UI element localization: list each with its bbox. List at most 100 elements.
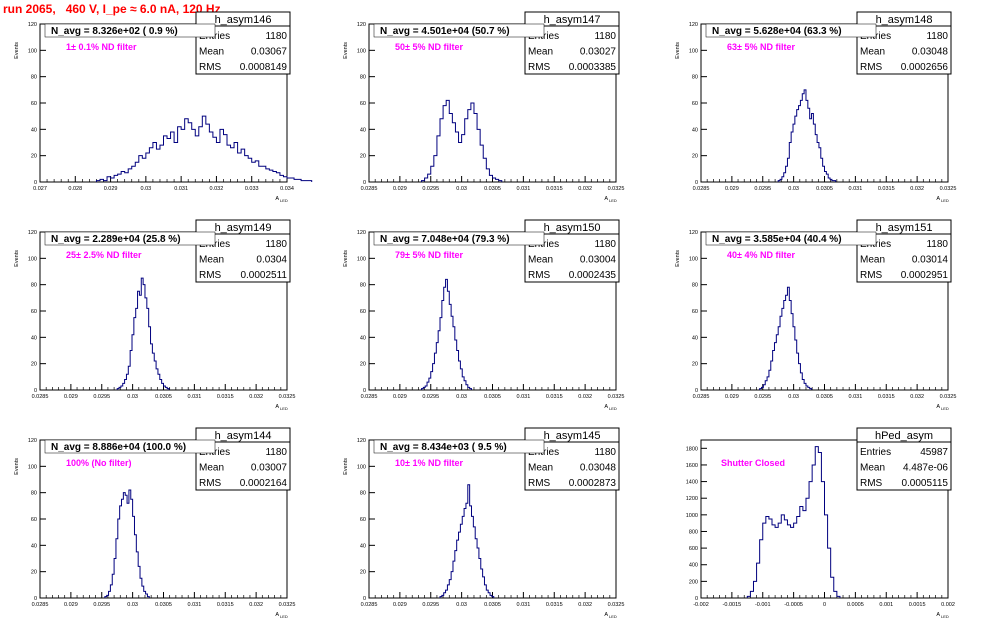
x-tick-label: 0.032 bbox=[578, 394, 592, 400]
x-axis-title-subscript: LED bbox=[280, 614, 288, 619]
y-tick-label: 0 bbox=[34, 180, 37, 186]
x-tick-label: 0.0005 bbox=[847, 602, 864, 608]
x-tick-label: 0.0325 bbox=[608, 394, 625, 400]
histogram-panel: 0 200 400 600 800 1000 1200 1400 1600 1800 -0.002 -… bbox=[686, 427, 955, 619]
title-box bbox=[373, 23, 545, 38]
stats-label: Mean bbox=[860, 255, 885, 266]
y-tick-label: 40 bbox=[31, 543, 37, 549]
histogram-line bbox=[420, 99, 503, 182]
stats-label: Entries bbox=[860, 447, 891, 458]
stats-title: h_asym145 bbox=[544, 430, 601, 442]
x-tick-label: 0.029 bbox=[104, 186, 118, 192]
y-tick-label: 120 bbox=[28, 438, 37, 444]
x-tick-label: 0.0325 bbox=[940, 186, 957, 192]
x-tick-label: 0.0325 bbox=[608, 602, 625, 608]
y-tick-label: 1200 bbox=[686, 496, 698, 502]
stats-label: Mean bbox=[860, 463, 885, 474]
x-axis-title-subscript: LED bbox=[280, 406, 288, 411]
x-tick-label: 0.0305 bbox=[484, 186, 501, 192]
title-box bbox=[44, 231, 216, 246]
x-tick-label: 0.031 bbox=[174, 186, 188, 192]
filter-annotation: 40± 4% ND filter bbox=[727, 250, 795, 260]
y-tick-label: 0 bbox=[363, 596, 366, 602]
y-tick-label: 80 bbox=[692, 283, 698, 289]
stats-label: RMS bbox=[199, 62, 222, 73]
stats-value: 0.03048 bbox=[912, 47, 949, 58]
stats-value: 1180 bbox=[594, 447, 616, 458]
x-tick-label: 0.031 bbox=[848, 394, 862, 400]
x-tick-label: 0.0295 bbox=[422, 186, 439, 192]
y-tick-label: 80 bbox=[31, 491, 37, 497]
stats-value: 0.0002435 bbox=[569, 270, 617, 281]
y-tick-label: 0 bbox=[34, 596, 37, 602]
x-axis-title-subscript: LED bbox=[280, 198, 288, 203]
y-tick-label: 120 bbox=[689, 22, 698, 28]
x-tick-label: 0.002 bbox=[941, 602, 955, 608]
y-tick-label: 80 bbox=[31, 283, 37, 289]
panel-title: N_avg = 8.886e+04 (100.0 %) bbox=[51, 442, 186, 453]
stats-value: 0.0008149 bbox=[240, 62, 288, 73]
stats-box bbox=[524, 11, 620, 75]
x-tick-label: 0 bbox=[823, 602, 826, 608]
panel-title: N_avg = 7.048e+04 (79.3 %) bbox=[380, 234, 510, 245]
x-tick-label: 0.0015 bbox=[909, 602, 926, 608]
x-tick-label: 0.0285 bbox=[361, 394, 378, 400]
x-tick-label: 0.001 bbox=[879, 602, 893, 608]
stats-value: 1180 bbox=[265, 239, 287, 250]
stats-value: 1180 bbox=[926, 31, 948, 42]
filter-annotation: 63± 5% ND filter bbox=[727, 42, 795, 52]
y-axis-title: Events bbox=[343, 250, 349, 267]
panel-title: N_avg = 5.628e+04 (63.3 %) bbox=[712, 26, 842, 37]
y-tick-label: 80 bbox=[360, 491, 366, 497]
stats-value: 0.03067 bbox=[251, 47, 288, 58]
x-tick-label: 0.031 bbox=[516, 602, 530, 608]
y-tick-label: 20 bbox=[360, 362, 366, 368]
histogram-line bbox=[746, 446, 841, 598]
y-tick-label: 100 bbox=[357, 48, 366, 54]
histogram-line bbox=[439, 484, 495, 598]
y-tick-label: 120 bbox=[689, 230, 698, 236]
x-tick-label: 0.029 bbox=[393, 602, 407, 608]
x-tick-label: 0.0285 bbox=[693, 394, 710, 400]
y-tick-label: 0 bbox=[695, 180, 698, 186]
histogram-panel: 0 20 40 60 80 100 120 0.0285 0.029 0.0295 0.03 0.03… bbox=[343, 427, 625, 619]
stats-value: 0.0002951 bbox=[901, 270, 949, 281]
y-tick-label: 100 bbox=[357, 464, 366, 470]
x-tick-label: 0.0285 bbox=[693, 186, 710, 192]
y-tick-label: 20 bbox=[692, 154, 698, 160]
stats-value: 0.03004 bbox=[580, 255, 617, 266]
x-tick-label: 0.029 bbox=[64, 394, 78, 400]
x-tick-label: 0.0305 bbox=[484, 394, 501, 400]
stats-box bbox=[195, 219, 291, 283]
y-tick-label: 40 bbox=[360, 127, 366, 133]
x-tick-label: 0.029 bbox=[725, 394, 739, 400]
x-axis-title: A bbox=[936, 612, 940, 618]
x-tick-label: 0.0315 bbox=[878, 186, 895, 192]
x-tick-label: 0.0295 bbox=[754, 186, 771, 192]
stats-label: Mean bbox=[528, 255, 553, 266]
histogram-panel: 0 20 40 60 80 100 120 0.0285 0.029 0.0295 0.03 0.03… bbox=[675, 219, 956, 411]
x-tick-label: 0.033 bbox=[245, 186, 259, 192]
x-axis-title-subscript: LED bbox=[941, 614, 949, 619]
y-tick-label: 0 bbox=[363, 388, 366, 394]
stats-title: hPed_asym bbox=[875, 430, 933, 442]
y-tick-label: 40 bbox=[692, 335, 698, 341]
y-tick-label: 40 bbox=[360, 335, 366, 341]
x-tick-label: 0.03 bbox=[127, 602, 138, 608]
stats-value: 1180 bbox=[265, 447, 287, 458]
stats-value: 1180 bbox=[265, 31, 287, 42]
x-tick-label: 0.032 bbox=[249, 394, 263, 400]
x-tick-label: 0.0305 bbox=[816, 186, 833, 192]
x-tick-label: 0.034 bbox=[280, 186, 294, 192]
y-tick-label: 100 bbox=[689, 48, 698, 54]
x-tick-label: 0.0325 bbox=[279, 602, 296, 608]
y-axis-title: Events bbox=[14, 42, 20, 59]
filter-annotation: 25± 2.5% ND filter bbox=[66, 250, 142, 260]
y-tick-label: 200 bbox=[689, 579, 698, 585]
x-tick-label: 0.0295 bbox=[754, 394, 771, 400]
y-tick-label: 60 bbox=[31, 101, 37, 107]
y-tick-label: 1400 bbox=[686, 480, 698, 486]
x-tick-label: 0.032 bbox=[210, 186, 224, 192]
y-tick-label: 60 bbox=[692, 309, 698, 315]
